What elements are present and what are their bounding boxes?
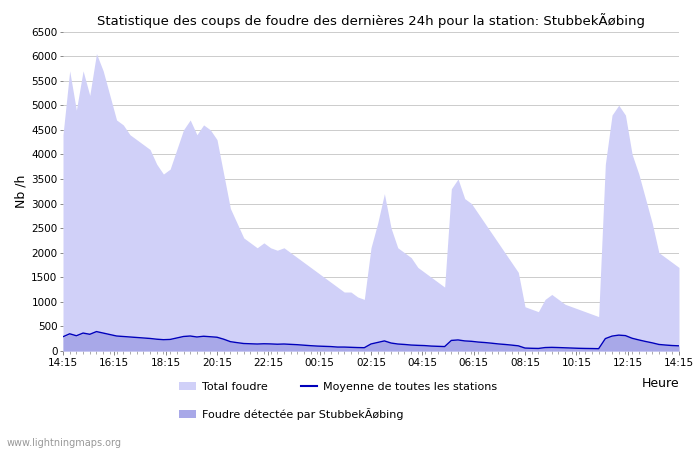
Title: Statistique des coups de foudre des dernières 24h pour la station: StubbekÃøbing: Statistique des coups de foudre des dern…	[97, 13, 645, 27]
Legend: Foudre détectée par StubbekÃøbing: Foudre détectée par StubbekÃøbing	[179, 408, 403, 419]
Y-axis label: Nb /h: Nb /h	[14, 175, 27, 208]
Text: Heure: Heure	[641, 377, 679, 390]
Text: www.lightningmaps.org: www.lightningmaps.org	[7, 438, 122, 448]
